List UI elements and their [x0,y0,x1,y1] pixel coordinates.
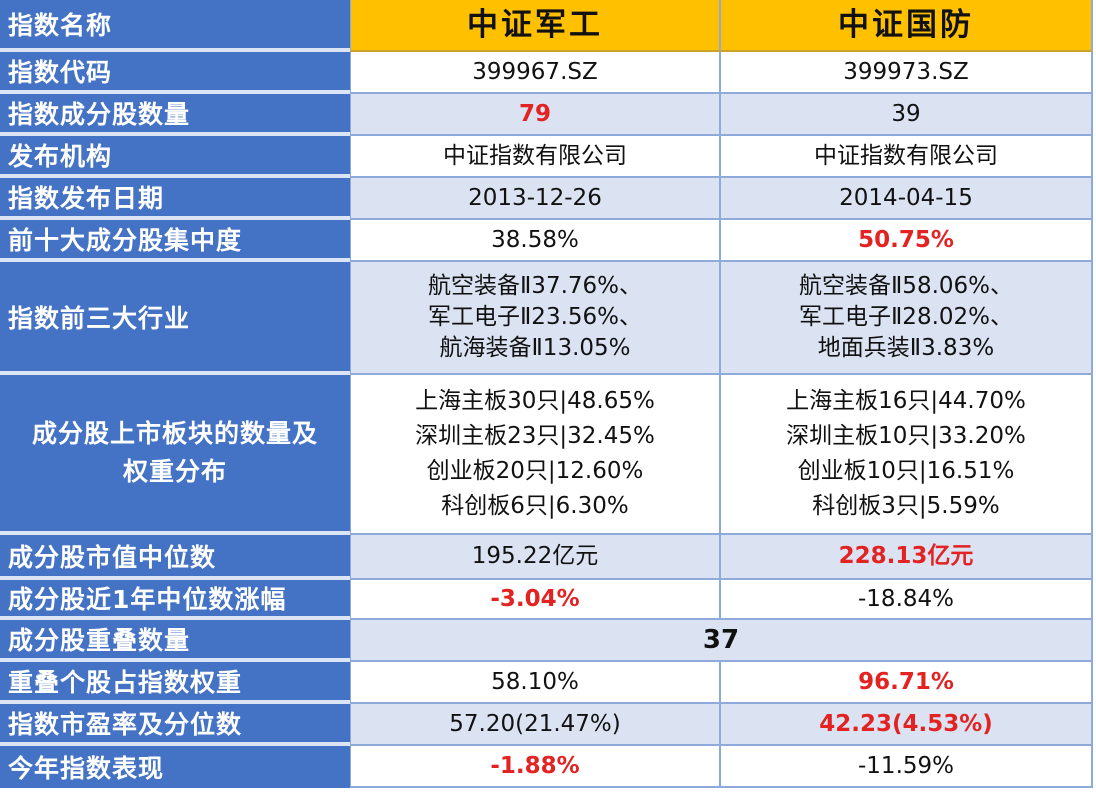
row-label: 成分股近1年中位数涨幅 [0,580,350,620]
table-row-overlap-count: 成分股重叠数量 37 [0,620,1093,662]
table-row-index-code: 指数代码 399967.SZ 399973.SZ [0,52,1093,94]
row-label: 指数市盈率及分位数 [0,704,350,746]
cell-military: 57.20(21.47%) [350,704,721,746]
table-row-overlap-weight: 重叠个股占指数权重 58.10% 96.71% [0,662,1093,704]
row-label-line: 权重分布 [122,457,227,486]
industry-line: 军工电子Ⅱ28.02%、 [798,304,1014,330]
row-label: 指数前三大行业 [0,262,350,375]
row-label: 成分股市值中位数 [0,535,350,580]
cell-defense: 42.23(4.53%) [721,704,1093,746]
cell-defense: -18.84% [721,580,1093,620]
row-label-line: 成分股上市板块的数量及 [31,419,318,448]
cell-military: 上海主板30只|48.65% 深圳主板23只|32.45% 创业板20只|12.… [350,375,721,535]
cell-military: 中证指数有限公司 [350,136,721,178]
table-row-constituent-count: 指数成分股数量 79 39 [0,94,1093,136]
industry-line: 军工电子Ⅱ23.56%、 [427,304,643,330]
cell-defense: -11.59% [721,746,1093,788]
cell-military: 38.58% [350,220,721,262]
table-row-ytd-performance: 今年指数表现 -1.88% -11.59% [0,746,1093,788]
table-row-1yr-median-change: 成分股近1年中位数涨幅 -3.04% -18.84% [0,580,1093,620]
row-label: 重叠个股占指数权重 [0,662,350,704]
cell-defense: 航空装备Ⅱ58.06%、 军工电子Ⅱ28.02%、 地面兵装Ⅱ3.83% [721,262,1093,375]
row-label: 发布机构 [0,136,350,178]
board-line: 深圳主板10只|33.20% [786,423,1026,449]
industry-line: 地面兵装Ⅱ3.83% [817,335,995,361]
table-row-board-distribution: 成分股上市板块的数量及 权重分布 上海主板30只|48.65% 深圳主板23只|… [0,375,1093,535]
row-label: 前十大成分股集中度 [0,220,350,262]
cell-defense: 2014-04-15 [721,178,1093,220]
board-line: 创业板20只|12.60% [426,458,644,484]
cell-defense: 228.13亿元 [721,535,1093,580]
cell-military: 航空装备Ⅱ37.76%、 军工电子Ⅱ23.56%、 航海装备Ⅱ13.05% [350,262,721,375]
cell-defense: 上海主板16只|44.70% 深圳主板10只|33.20% 创业板10只|16.… [721,375,1093,535]
cell-defense: 39 [721,94,1093,136]
header-csi-defense: 中证国防 [721,0,1093,52]
board-line: 深圳主板23只|32.45% [415,423,655,449]
header-csi-military: 中证军工 [350,0,721,52]
board-line: 创业板10只|16.51% [797,458,1015,484]
header-row: 指数名称 中证军工 中证国防 [0,0,1093,52]
table-row-pe-percentile: 指数市盈率及分位数 57.20(21.47%) 42.23(4.53%) [0,704,1093,746]
row-label: 今年指数表现 [0,746,350,788]
cell-military: 79 [350,94,721,136]
industry-line: 航空装备Ⅱ58.06%、 [798,273,1014,299]
cell-military: 58.10% [350,662,721,704]
cell-military: -3.04% [350,580,721,620]
row-label: 指数发布日期 [0,178,350,220]
cell-military: -1.88% [350,746,721,788]
table-row-median-market-cap: 成分股市值中位数 195.22亿元 228.13亿元 [0,535,1093,580]
cell-military: 2013-12-26 [350,178,721,220]
table-row-issuer: 发布机构 中证指数有限公司 中证指数有限公司 [0,136,1093,178]
table-row-top10-concentration: 前十大成分股集中度 38.58% 50.75% [0,220,1093,262]
board-line: 科创板6只|6.30% [441,493,629,519]
table-row-top3-industries: 指数前三大行业 航空装备Ⅱ37.76%、 军工电子Ⅱ23.56%、 航海装备Ⅱ1… [0,262,1093,375]
row-label: 成分股重叠数量 [0,620,350,662]
cell-military: 399967.SZ [350,52,721,94]
industry-line: 航海装备Ⅱ13.05% [439,335,631,361]
cell-defense: 50.75% [721,220,1093,262]
row-label: 成分股上市板块的数量及 权重分布 [0,375,350,535]
header-label: 指数名称 [0,0,350,52]
board-line: 上海主板16只|44.70% [786,388,1026,414]
board-line: 科创板3只|5.59% [812,493,1000,519]
table-row-launch-date: 指数发布日期 2013-12-26 2014-04-15 [0,178,1093,220]
cell-merged: 37 [350,620,1093,662]
industry-line: 航空装备Ⅱ37.76%、 [427,273,643,299]
row-label: 指数代码 [0,52,350,94]
row-label: 指数成分股数量 [0,94,350,136]
cell-military: 195.22亿元 [350,535,721,580]
cell-defense: 96.71% [721,662,1093,704]
board-line: 上海主板30只|48.65% [415,388,655,414]
cell-defense: 399973.SZ [721,52,1093,94]
cell-defense: 中证指数有限公司 [721,136,1093,178]
